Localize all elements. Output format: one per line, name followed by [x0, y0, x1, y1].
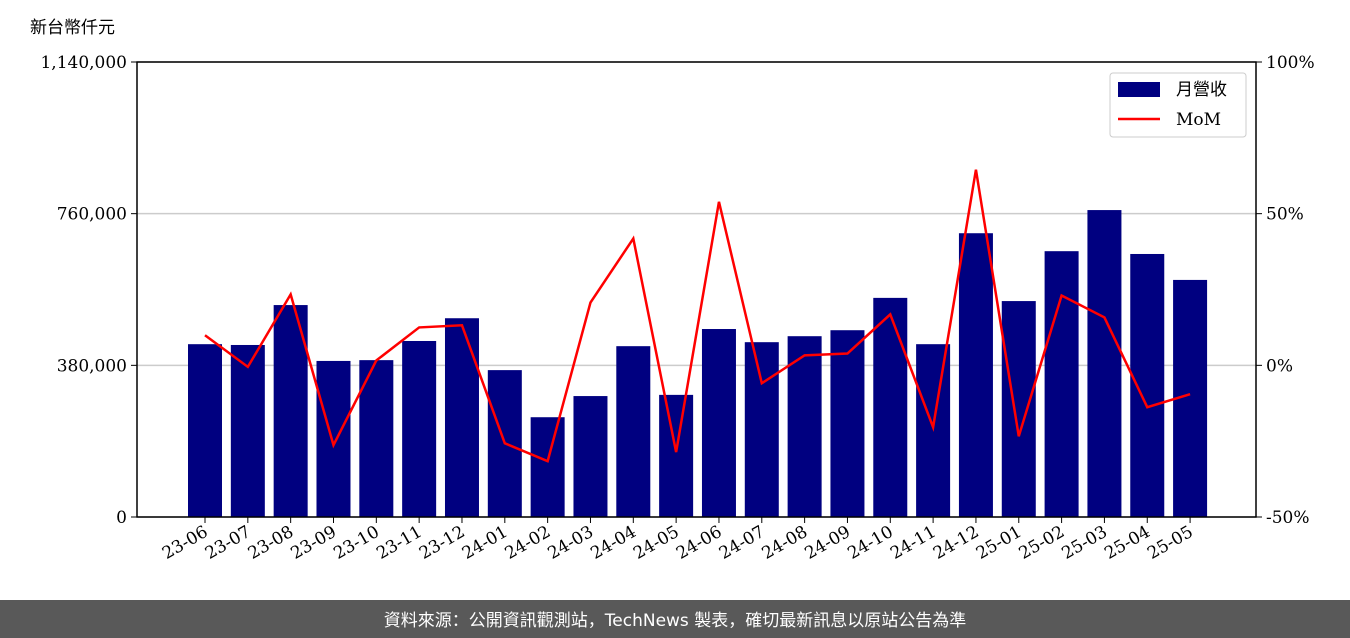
y-tick-label: 0 [116, 508, 127, 528]
bar [830, 330, 865, 517]
bar [573, 396, 608, 517]
bar [958, 233, 993, 517]
plot-frame [136, 61, 1257, 518]
bar [444, 318, 479, 517]
bar [701, 329, 736, 517]
footer-band [0, 600, 1350, 638]
footer-text: 資料來源：公開資訊觀測站，TechNews 製表，確切最新訊息以原站公告為準 [384, 611, 966, 631]
y2-tick-label: -50% [1266, 508, 1310, 528]
y-tick-label: 760,000 [57, 205, 127, 225]
legend-label: MoM [1176, 110, 1221, 130]
bar [616, 346, 651, 517]
legend-swatch [1118, 82, 1160, 97]
bar [1130, 253, 1165, 517]
bar [230, 344, 265, 517]
bar [530, 417, 565, 517]
y2-tick-label: 50% [1266, 205, 1304, 225]
y-tick-label: 1,140,000 [40, 53, 127, 73]
bar [744, 342, 779, 517]
bar [188, 344, 222, 517]
bar [316, 360, 351, 517]
y-axis-label: 新台幣仟元 [30, 18, 115, 38]
bar [359, 360, 394, 517]
legend-label: 月營收 [1176, 80, 1227, 100]
bar [659, 394, 694, 517]
bar [1001, 301, 1036, 517]
y-tick-label: 380,000 [57, 356, 127, 376]
y2-tick-label: 100% [1266, 53, 1315, 73]
line [204, 169, 1191, 463]
bar [873, 297, 908, 517]
bar [1044, 251, 1079, 517]
y2-tick-label: 0% [1266, 356, 1293, 376]
bar [273, 305, 308, 517]
bar [402, 340, 437, 517]
bar [1087, 210, 1122, 517]
bar [787, 336, 822, 517]
